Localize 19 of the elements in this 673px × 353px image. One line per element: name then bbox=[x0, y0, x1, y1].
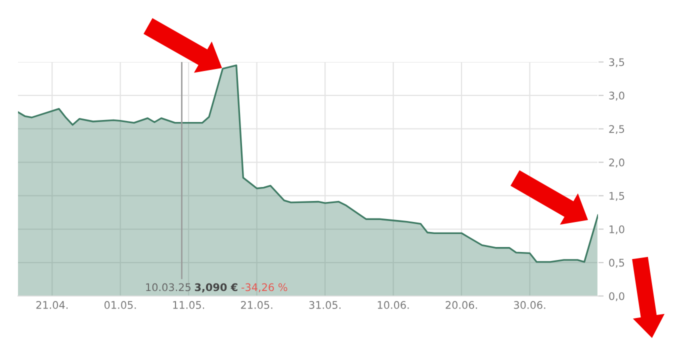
y-tick-label: 2,0 bbox=[609, 158, 624, 168]
x-tick-label: 21.05. bbox=[241, 301, 272, 309]
y-tick-label: 1,0 bbox=[610, 225, 624, 234]
annotation: 3,090 € bbox=[194, 283, 238, 292]
x-tick-label: 11.05. bbox=[173, 301, 204, 309]
y-tick-label: 2,5 bbox=[609, 125, 624, 134]
y-tick-label: 1,5 bbox=[610, 192, 624, 201]
y-tick-label: 0,5 bbox=[609, 258, 624, 268]
x-tick-label: 01.05. bbox=[104, 301, 136, 309]
x-tick-label: 21.04. bbox=[36, 301, 68, 309]
x-tick-label: 20.06. bbox=[446, 301, 477, 309]
x-tick-label: 31.05. bbox=[309, 301, 340, 309]
annotation: 10.03.25 bbox=[146, 283, 190, 292]
y-tick-label: 3,0 bbox=[609, 92, 624, 101]
x-tick-label: 10.06. bbox=[378, 301, 409, 309]
x-tick-label: 30.06. bbox=[514, 301, 546, 309]
y-tick-label: 0,0 bbox=[609, 292, 624, 302]
annotation: -34,26 % bbox=[242, 283, 288, 292]
y-tick-label: 3,5 bbox=[609, 58, 624, 68]
